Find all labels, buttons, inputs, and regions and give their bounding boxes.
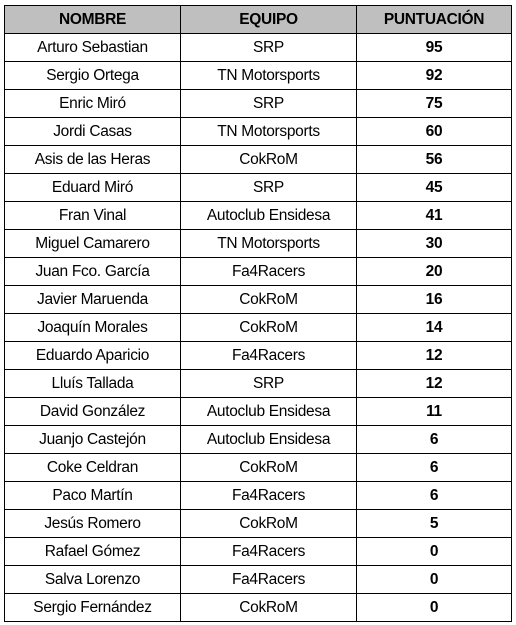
table-row: Juanjo Castejón Autoclub Ensidesa 6 xyxy=(4,425,512,454)
cell-name: Lluís Tallada xyxy=(4,369,181,398)
cell-name: Fran Vinal xyxy=(4,201,181,230)
cell-points: 60 xyxy=(356,117,512,146)
cell-team: Fa4Racers xyxy=(180,481,357,510)
cell-name: Asis de las Heras xyxy=(4,145,181,174)
cell-name: Jordi Casas xyxy=(4,117,181,146)
cell-points: 12 xyxy=(356,341,512,370)
table-row: Sergio Ortega TN Motorsports 92 xyxy=(4,61,512,90)
table-row: Fran Vinal Autoclub Ensidesa 41 xyxy=(4,201,512,230)
table-row: Juan Fco. García Fa4Racers 20 xyxy=(4,257,512,286)
cell-team: Fa4Racers xyxy=(180,341,357,370)
cell-name: Sergio Fernández xyxy=(4,593,181,622)
table-row: Sergio Fernández CokRoM 0 xyxy=(4,593,512,622)
table-row: Asis de las Heras CokRoM 56 xyxy=(4,145,512,174)
table-row: Jesús Romero CokRoM 5 xyxy=(4,509,512,538)
cell-points: 16 xyxy=(356,285,512,314)
table-row: Salva Lorenzo Fa4Racers 0 xyxy=(4,565,512,594)
table-row: Jordi Casas TN Motorsports 60 xyxy=(4,117,512,146)
cell-name: Salva Lorenzo xyxy=(4,565,181,594)
cell-team: Fa4Racers xyxy=(180,565,357,594)
cell-points: 92 xyxy=(356,61,512,90)
cell-points: 0 xyxy=(356,593,512,622)
cell-name: Jesús Romero xyxy=(4,509,181,538)
table-row: Javier Maruenda CokRoM 16 xyxy=(4,285,512,314)
column-header-team: EQUIPO xyxy=(180,5,357,34)
cell-team: CokRoM xyxy=(180,285,357,314)
cell-team: TN Motorsports xyxy=(180,61,357,90)
table-row: David González Autoclub Ensidesa 11 xyxy=(4,397,512,426)
cell-points: 12 xyxy=(356,369,512,398)
cell-points: 6 xyxy=(356,481,512,510)
cell-points: 30 xyxy=(356,229,512,258)
cell-team: SRP xyxy=(180,33,357,62)
cell-team: CokRoM xyxy=(180,509,357,538)
table-row: Enric Miró SRP 75 xyxy=(4,89,512,118)
cell-points: 95 xyxy=(356,33,512,62)
header-row: NOMBRE EQUIPO PUNTUACIÓN xyxy=(4,5,512,34)
cell-team: TN Motorsports xyxy=(180,229,357,258)
table-row: Paco Martín Fa4Racers 6 xyxy=(4,481,512,510)
table-row: Arturo Sebastian SRP 95 xyxy=(4,33,512,62)
standings-table: NOMBRE EQUIPO PUNTUACIÓN Arturo Sebastia… xyxy=(4,5,512,622)
cell-points: 11 xyxy=(356,397,512,426)
cell-name: Enric Miró xyxy=(4,89,181,118)
table-row: Coke Celdran CokRoM 6 xyxy=(4,453,512,482)
table-row: Lluís Tallada SRP 12 xyxy=(4,369,512,398)
cell-points: 0 xyxy=(356,537,512,566)
cell-points: 6 xyxy=(356,425,512,454)
cell-name: Miguel Camarero xyxy=(4,229,181,258)
cell-name: Arturo Sebastian xyxy=(4,33,181,62)
cell-team: Autoclub Ensidesa xyxy=(180,425,357,454)
cell-name: Paco Martín xyxy=(4,481,181,510)
column-header-name: NOMBRE xyxy=(4,5,181,34)
column-header-points: PUNTUACIÓN xyxy=(356,5,512,34)
cell-name: Sergio Ortega xyxy=(4,61,181,90)
cell-points: 45 xyxy=(356,173,512,202)
cell-name: Eduard Miró xyxy=(4,173,181,202)
cell-team: SRP xyxy=(180,89,357,118)
cell-team: Fa4Racers xyxy=(180,537,357,566)
table-row: Joaquín Morales CokRoM 14 xyxy=(4,313,512,342)
standings-body: Arturo Sebastian SRP 95 Sergio Ortega TN Mot… xyxy=(4,33,512,622)
cell-team: TN Motorsports xyxy=(180,117,357,146)
cell-points: 14 xyxy=(356,313,512,342)
cell-team: Fa4Racers xyxy=(180,257,357,286)
cell-points: 56 xyxy=(356,145,512,174)
cell-name: Joaquín Morales xyxy=(4,313,181,342)
cell-team: CokRoM xyxy=(180,453,357,482)
cell-team: SRP xyxy=(180,173,357,202)
table-row: Eduardo Aparicio Fa4Racers 12 xyxy=(4,341,512,370)
table-row: Rafael Gómez Fa4Racers 0 xyxy=(4,537,512,566)
cell-team: CokRoM xyxy=(180,145,357,174)
table-row: Miguel Camarero TN Motorsports 30 xyxy=(4,229,512,258)
cell-points: 75 xyxy=(356,89,512,118)
cell-points: 0 xyxy=(356,565,512,594)
cell-name: Rafael Gómez xyxy=(4,537,181,566)
cell-name: Javier Maruenda xyxy=(4,285,181,314)
cell-team: Autoclub Ensidesa xyxy=(180,397,357,426)
cell-points: 6 xyxy=(356,453,512,482)
cell-team: Autoclub Ensidesa xyxy=(180,201,357,230)
cell-points: 41 xyxy=(356,201,512,230)
cell-name: Juan Fco. García xyxy=(4,257,181,286)
cell-team: CokRoM xyxy=(180,593,357,622)
cell-name: David González xyxy=(4,397,181,426)
table-row: Eduard Miró SRP 45 xyxy=(4,173,512,202)
cell-team: SRP xyxy=(180,369,357,398)
cell-name: Coke Celdran xyxy=(4,453,181,482)
cell-points: 5 xyxy=(356,509,512,538)
cell-name: Eduardo Aparicio xyxy=(4,341,181,370)
cell-name: Juanjo Castejón xyxy=(4,425,181,454)
cell-points: 20 xyxy=(356,257,512,286)
cell-team: CokRoM xyxy=(180,313,357,342)
